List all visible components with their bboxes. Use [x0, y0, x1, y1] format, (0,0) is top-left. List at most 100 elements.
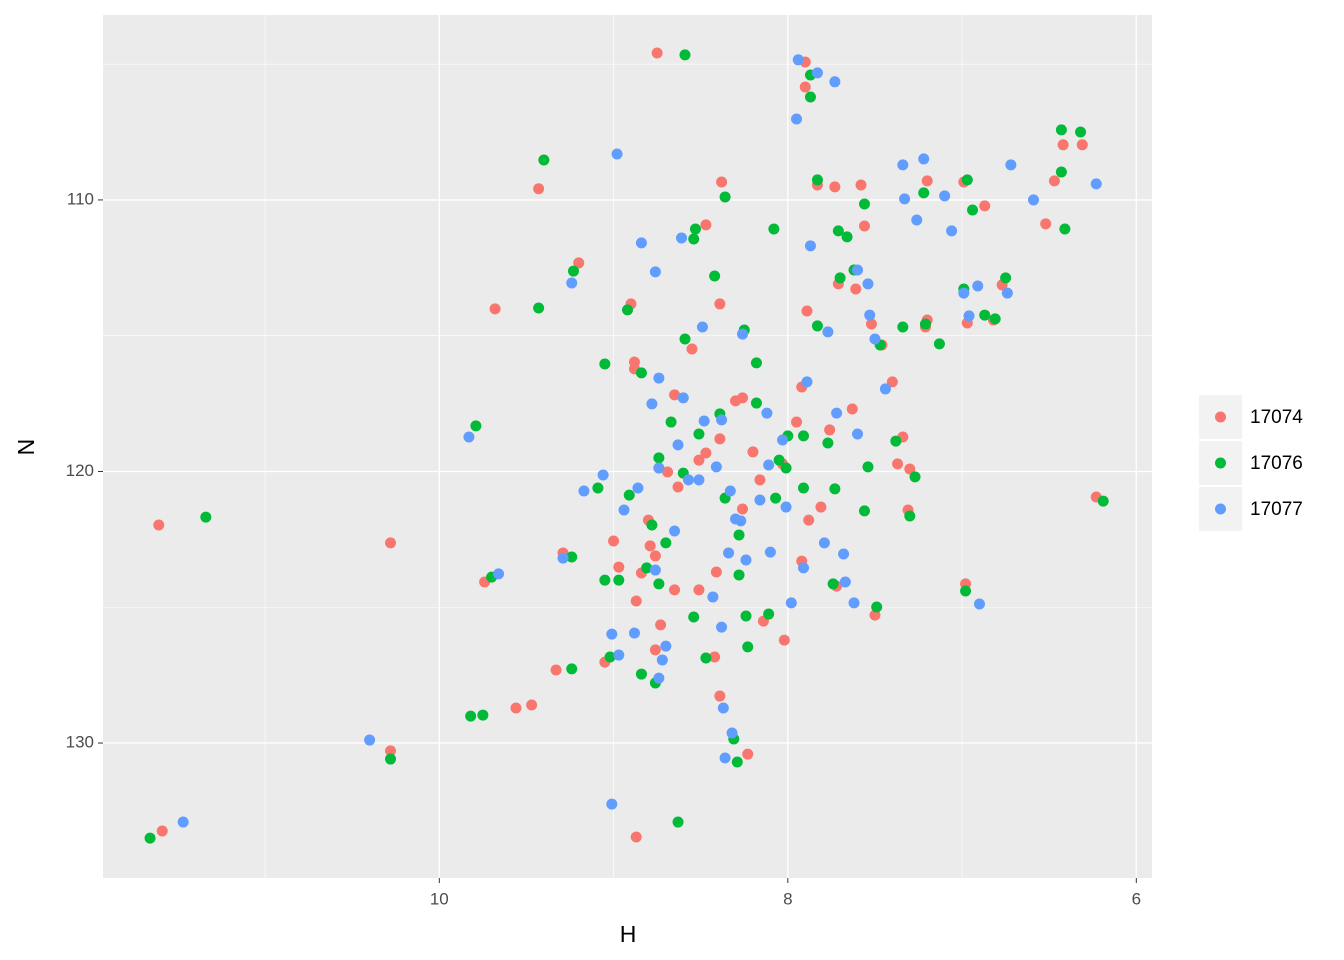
point — [723, 547, 735, 559]
point — [869, 333, 881, 345]
point — [801, 376, 813, 388]
point — [567, 265, 579, 277]
point — [177, 816, 189, 828]
point — [533, 183, 545, 195]
point — [919, 318, 931, 330]
point — [599, 358, 611, 370]
point — [967, 204, 979, 216]
point — [689, 223, 701, 235]
point — [628, 627, 640, 639]
point — [693, 584, 705, 596]
point — [730, 513, 742, 525]
point — [871, 601, 883, 613]
point — [719, 191, 731, 203]
point — [801, 305, 813, 317]
point — [797, 562, 809, 574]
legend-label: 17077 — [1250, 499, 1303, 520]
point — [700, 652, 712, 664]
point — [1048, 175, 1060, 187]
point — [811, 67, 823, 79]
point — [686, 343, 698, 355]
point — [653, 372, 665, 384]
legend-label: 17076 — [1250, 453, 1303, 474]
point — [714, 298, 726, 310]
point — [696, 321, 708, 333]
point — [566, 663, 578, 675]
point — [646, 519, 658, 531]
point — [737, 328, 749, 340]
panel — [103, 15, 1152, 878]
point — [1097, 495, 1109, 507]
point — [622, 304, 633, 316]
point — [573, 257, 585, 269]
point — [822, 326, 834, 338]
point — [655, 619, 667, 631]
x-tick-label: 10 — [430, 889, 449, 908]
point — [858, 505, 870, 517]
point — [618, 504, 630, 516]
point — [858, 198, 870, 210]
point — [904, 463, 916, 475]
point — [693, 474, 705, 486]
point — [669, 525, 681, 537]
point — [653, 452, 665, 464]
point — [714, 690, 726, 702]
point — [644, 540, 656, 552]
point — [865, 318, 877, 330]
point — [1090, 178, 1102, 190]
point — [761, 407, 773, 419]
point — [963, 310, 975, 322]
point — [797, 430, 809, 442]
point — [811, 174, 823, 186]
point — [672, 439, 684, 451]
point — [660, 537, 672, 549]
x-tick-label: 6 — [1132, 889, 1141, 908]
point — [897, 159, 909, 171]
point — [918, 187, 930, 199]
point — [669, 584, 681, 596]
point — [364, 734, 376, 746]
point — [200, 511, 212, 523]
point — [831, 407, 843, 419]
point — [1005, 159, 1017, 171]
point — [385, 745, 397, 757]
point — [780, 501, 792, 513]
point — [862, 461, 874, 473]
point — [665, 416, 677, 428]
point — [635, 237, 647, 249]
point — [700, 447, 712, 459]
point — [879, 383, 891, 395]
point — [961, 174, 973, 186]
point — [737, 503, 749, 515]
point — [899, 193, 911, 205]
point — [785, 597, 797, 609]
point — [676, 232, 688, 244]
point — [463, 431, 475, 443]
point — [733, 529, 745, 541]
point — [750, 357, 762, 369]
point — [156, 825, 168, 837]
point — [717, 702, 729, 714]
point — [153, 519, 165, 531]
legend-label: 17074 — [1250, 407, 1303, 428]
point — [635, 367, 647, 379]
point — [911, 214, 923, 226]
point — [815, 501, 827, 513]
point — [855, 179, 867, 191]
point — [726, 727, 738, 739]
point — [850, 283, 862, 295]
point — [510, 702, 522, 714]
point — [489, 303, 501, 315]
point — [939, 190, 951, 202]
point — [904, 510, 916, 522]
point — [688, 233, 700, 245]
point — [662, 466, 674, 478]
point — [730, 395, 742, 407]
point — [764, 546, 776, 558]
point — [710, 461, 722, 473]
point — [682, 474, 694, 486]
point — [804, 91, 816, 103]
point — [693, 428, 705, 440]
point — [653, 578, 665, 590]
point — [724, 485, 736, 497]
